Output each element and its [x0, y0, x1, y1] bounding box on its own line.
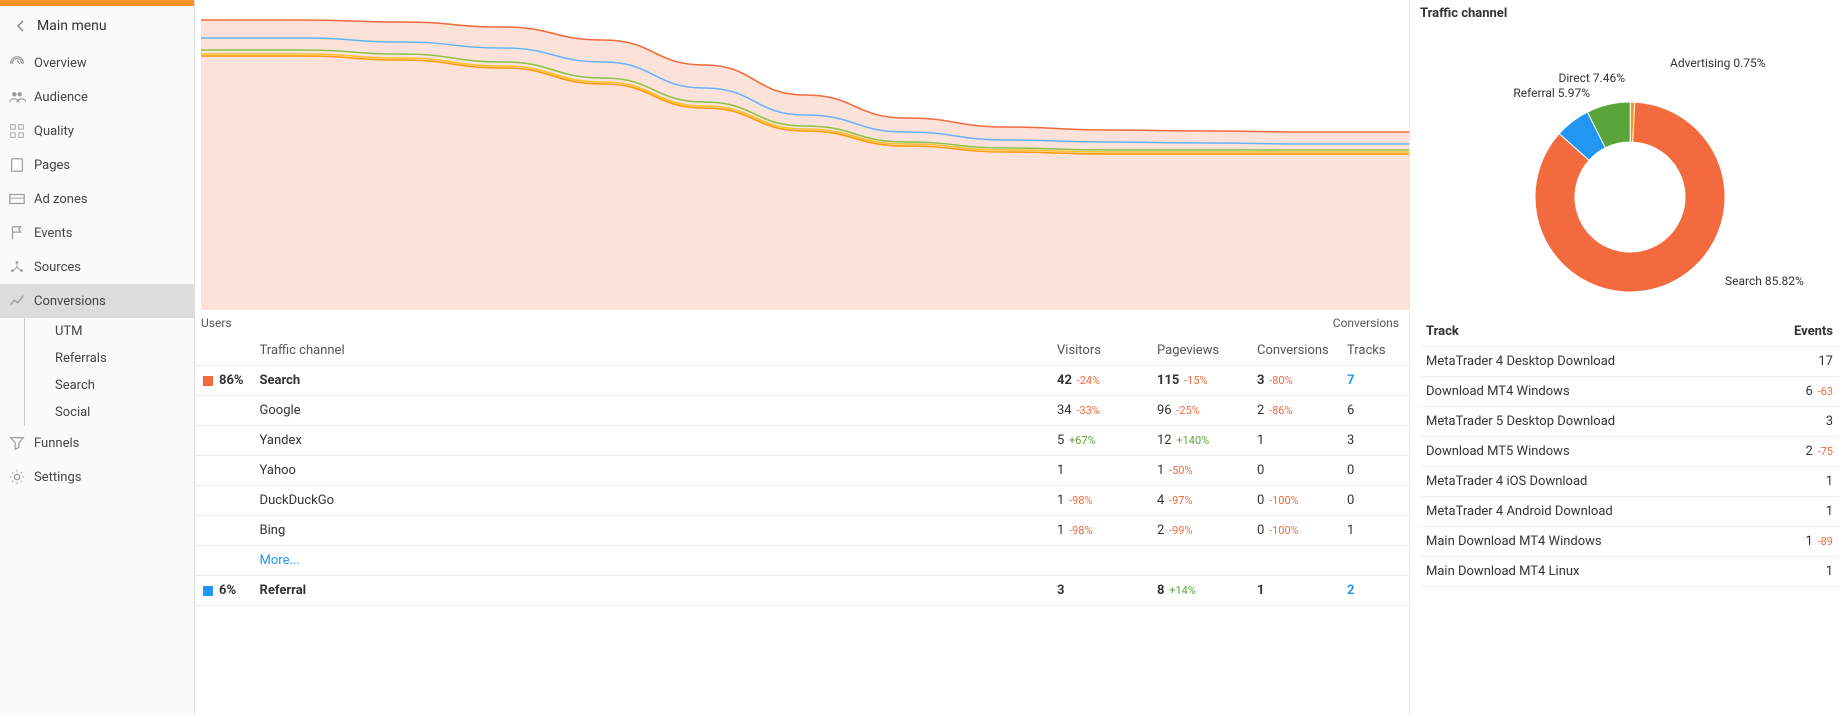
- nav-subitem-utm[interactable]: UTM: [24, 318, 194, 345]
- donut-chart: Advertising 0.75% Direct 7.46%Referral 5.…: [1420, 27, 1839, 317]
- flag-icon: [8, 224, 26, 242]
- nav-label: Conversions: [34, 294, 106, 309]
- th-channel[interactable]: Traffic channel: [252, 336, 1049, 366]
- nav-subitem-search[interactable]: Search: [24, 372, 194, 399]
- table-row[interactable]: Yahoo11 -50%00: [195, 456, 1409, 486]
- table-row[interactable]: Google34 -33%96 -25%2 -86%6: [195, 396, 1409, 426]
- gauge-icon: [8, 54, 26, 72]
- donut-label: Direct 7.46%: [1559, 71, 1626, 85]
- nav-subitem-social[interactable]: Social: [24, 399, 194, 426]
- th-conversions[interactable]: Conversions: [1249, 336, 1339, 366]
- nav-label: Funnels: [34, 436, 79, 451]
- th-track[interactable]: Track: [1420, 317, 1754, 347]
- conv-icon: [8, 292, 26, 310]
- page-icon: [8, 156, 26, 174]
- donut-label: Referral 5.97%: [1513, 86, 1590, 100]
- th-events[interactable]: Events: [1754, 317, 1839, 347]
- track-row[interactable]: Main Download MT4 Windows1 -89: [1420, 527, 1839, 557]
- funnel-icon: [8, 434, 26, 452]
- main: Users Conversions Traffic channel Visito…: [195, 0, 1839, 715]
- table-group-row[interactable]: 86%Search42 -24%115 -15%3 -80%7: [195, 366, 1409, 396]
- grid-icon: [8, 122, 26, 140]
- more-row[interactable]: More...: [195, 546, 1409, 576]
- chart-axis-labels: Users Conversions: [195, 310, 1409, 336]
- nav-item-conversions[interactable]: Conversions: [0, 284, 194, 318]
- nav-label: Overview: [34, 56, 87, 71]
- back-label: Main menu: [37, 18, 107, 34]
- nav-label: Audience: [34, 90, 88, 105]
- nav-item-settings[interactable]: Settings: [0, 460, 194, 494]
- swatch-icon: [203, 376, 213, 386]
- nav-item-quality[interactable]: Quality: [0, 114, 194, 148]
- track-row[interactable]: MetaTrader 4 Android Download1: [1420, 497, 1839, 527]
- nav-item-pages[interactable]: Pages: [0, 148, 194, 182]
- table-row[interactable]: DuckDuckGo1 -98%4 -97%0 -100%0: [195, 486, 1409, 516]
- back-to-main-menu[interactable]: Main menu: [0, 6, 194, 46]
- sidebar: Main menu Overview Audience Quality Pages Ad…: [0, 0, 195, 715]
- th-pageviews[interactable]: Pageviews: [1149, 336, 1249, 366]
- table-row[interactable]: Yandex5 +67%12 +140%13: [195, 426, 1409, 456]
- table-row[interactable]: Bing1 -98%2 -99%0 -100%1: [195, 516, 1409, 546]
- adzone-icon: [8, 190, 26, 208]
- right-column: Traffic channel Advertising 0.75% Direct …: [1409, 0, 1839, 715]
- area-chart: [195, 0, 1409, 310]
- nav-item-sources[interactable]: Sources: [0, 250, 194, 284]
- nav-item-funnels[interactable]: Funnels: [0, 426, 194, 460]
- nav-item-audience[interactable]: Audience: [0, 80, 194, 114]
- gear-icon: [8, 468, 26, 486]
- track-row[interactable]: Download MT4 Windows6 -63: [1420, 377, 1839, 407]
- nav-label: Ad zones: [34, 192, 88, 207]
- track-row[interactable]: Download MT5 Windows2 -75: [1420, 437, 1839, 467]
- people-icon: [8, 88, 26, 106]
- source-icon: [8, 258, 26, 276]
- chart-label-left: Users: [201, 316, 232, 330]
- nav-item-ad-zones[interactable]: Ad zones: [0, 182, 194, 216]
- track-row[interactable]: MetaTrader 5 Desktop Download3: [1420, 407, 1839, 437]
- nav-label: Sources: [34, 260, 81, 275]
- swatch-icon: [203, 586, 213, 596]
- center-column: Users Conversions Traffic channel Visito…: [195, 0, 1409, 715]
- nav-label: Pages: [34, 158, 70, 173]
- tracks-table: Track Events MetaTrader 4 Desktop Downlo…: [1420, 317, 1839, 587]
- nav-subitem-referrals[interactable]: Referrals: [24, 345, 194, 372]
- track-row[interactable]: MetaTrader 4 iOS Download1: [1420, 467, 1839, 497]
- traffic-channel-table: Traffic channel Visitors Pageviews Conve…: [195, 336, 1409, 606]
- th-visitors[interactable]: Visitors: [1049, 336, 1149, 366]
- chevron-left-icon: [15, 20, 27, 32]
- nav-label: Settings: [34, 470, 81, 485]
- th-tracks[interactable]: Tracks: [1339, 336, 1409, 366]
- donut-title: Traffic channel: [1420, 0, 1839, 27]
- nav-item-events[interactable]: Events: [0, 216, 194, 250]
- nav-label: Quality: [34, 124, 74, 139]
- nav-item-overview[interactable]: Overview: [0, 46, 194, 80]
- donut-label: Search 85.82%: [1725, 274, 1804, 288]
- track-row[interactable]: MetaTrader 4 Desktop Download17: [1420, 347, 1839, 377]
- track-row[interactable]: Main Download MT4 Linux1: [1420, 557, 1839, 587]
- chart-label-right: Conversions: [1333, 316, 1399, 330]
- nav-label: Events: [34, 226, 72, 241]
- donut-label: Advertising 0.75%: [1670, 56, 1766, 70]
- table-group-row[interactable]: 6%Referral38 +14%12: [195, 576, 1409, 606]
